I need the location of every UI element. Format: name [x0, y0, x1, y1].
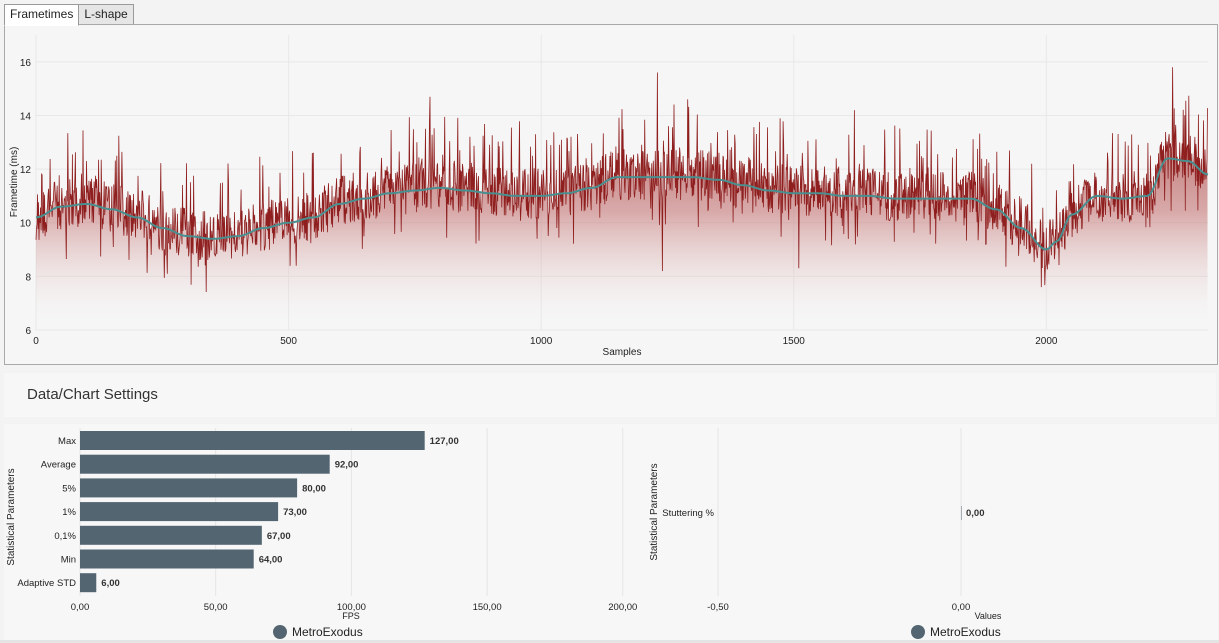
fps-value-label: 80,00 [302, 483, 326, 494]
fps-tick-label: 100,00 [337, 602, 366, 613]
frametimes-chart-panel: 6 8 10 12 14 16 0 500 1000 1500 2000 Samples Fram… [4, 24, 1218, 365]
x-tick-label: 2000 [1035, 336, 1058, 347]
legend-label-stutter[interactable]: MetroExodus [930, 625, 1001, 639]
fps-value-label: 73,00 [283, 507, 307, 518]
moving-average-line [35, 157, 1209, 251]
y-tick-label: 6 [25, 326, 31, 337]
frametime-area [36, 67, 1208, 330]
frametimes-chart[interactable]: 6 8 10 12 14 16 0 500 1000 1500 2000 Samples Fram… [5, 25, 1219, 366]
y-tick-label: 8 [25, 272, 31, 283]
fps-tick-label: 200,00 [608, 602, 637, 613]
fps-category-label: 1% [62, 507, 76, 518]
tab-strip: Frametimes L-shape [4, 4, 134, 26]
stutter-chart-y-label: Statistical Parameters [649, 463, 660, 560]
statistics-panel: Max 127,00 Average 92,00 5% 80,00 1% 73,00 0,1% 6… [4, 424, 1218, 641]
settings-title: Data/Chart Settings [27, 386, 158, 403]
fps-chart-x-label: FPS [342, 611, 360, 621]
fps-bar [80, 502, 279, 522]
fps-category-label: Min [61, 555, 76, 566]
stutter-bar [961, 506, 962, 520]
x-tick-label: 1500 [783, 336, 806, 347]
stutter-tick-label: 0,00 [952, 602, 971, 613]
fps-bar [80, 478, 298, 498]
fps-category-label: Average [41, 460, 76, 471]
fps-value-label: 6,00 [101, 578, 120, 589]
fps-category-label: Adaptive STD [17, 578, 76, 589]
x-axis-label: Samples [603, 347, 642, 358]
fps-bar [80, 573, 97, 593]
fps-bar [80, 549, 254, 569]
x-tick-label: 1000 [530, 336, 553, 347]
stutter-value-label: 0,00 [966, 508, 985, 519]
y-tick-label: 12 [20, 165, 32, 176]
legend-dot-stutter [911, 625, 925, 639]
fps-tick-label: 150,00 [473, 602, 502, 613]
stutter-tick-label: -0,50 [707, 602, 729, 613]
y-tick-label: 16 [20, 58, 32, 69]
tab-l-shape[interactable]: L-shape [78, 4, 134, 25]
fps-value-label: 67,00 [267, 531, 291, 542]
data-chart-settings-bar[interactable]: Data/Chart Settings [4, 373, 1216, 417]
fps-value-label: 92,00 [335, 460, 359, 471]
tab-frametimes[interactable]: Frametimes [4, 4, 80, 26]
fps-value-label: 64,00 [259, 555, 283, 566]
fps-tick-label: 0,00 [71, 602, 90, 613]
frametime-series-line [35, 67, 1208, 293]
fps-bar [80, 454, 330, 474]
fps-category-label: Max [58, 436, 76, 447]
bottom-border [0, 640, 1219, 643]
x-tick-label: 0 [33, 336, 39, 347]
y-tick-label: 10 [20, 219, 32, 230]
legend-label-fps[interactable]: MetroExodus [292, 625, 363, 639]
fps-bar [80, 525, 262, 545]
fps-value-label: 127,00 [430, 436, 459, 447]
fps-chart-y-label: Statistical Parameters [6, 468, 17, 565]
y-tick-label: 14 [20, 111, 32, 122]
y-axis-label: Frametime (ms) [9, 147, 20, 218]
x-tick-label: 500 [280, 336, 297, 347]
fps-category-label: 5% [62, 483, 76, 494]
fps-bar [80, 431, 425, 450]
legend-dot-fps [273, 625, 287, 639]
stutter-chart-x-label: Values [975, 611, 1002, 621]
stutter-category-label: Stuttering % [662, 508, 714, 519]
fps-tick-label: 50,00 [204, 602, 228, 613]
fps-category-label: 0,1% [54, 531, 76, 542]
statistics-charts: Max 127,00 Average 92,00 5% 80,00 1% 73,00 0,1% 6… [6, 428, 1002, 639]
